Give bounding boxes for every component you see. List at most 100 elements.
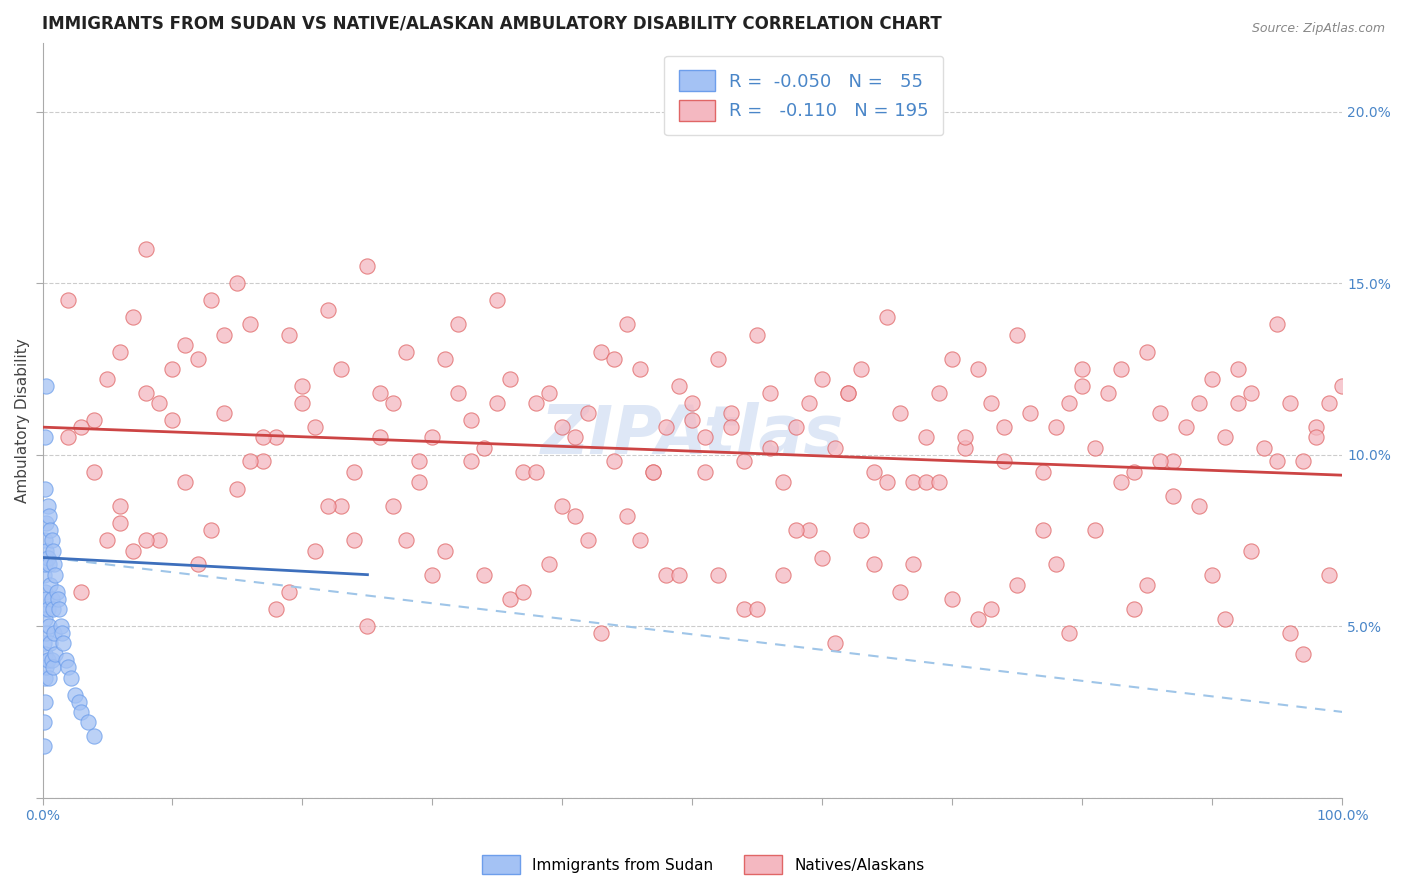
Point bbox=[915, 430, 938, 444]
Point bbox=[628, 361, 651, 376]
Point bbox=[278, 327, 301, 342]
Point bbox=[707, 351, 730, 366]
Point bbox=[70, 705, 93, 719]
Point bbox=[811, 372, 834, 386]
Point bbox=[1032, 523, 1054, 537]
Point bbox=[42, 543, 65, 558]
Point bbox=[603, 351, 626, 366]
Point bbox=[38, 509, 60, 524]
Text: ZIPAtlas: ZIPAtlas bbox=[541, 402, 844, 468]
Point bbox=[1071, 361, 1094, 376]
Point bbox=[49, 619, 72, 633]
Point bbox=[863, 558, 886, 572]
Point bbox=[330, 499, 353, 513]
Point bbox=[474, 567, 496, 582]
Point bbox=[187, 351, 209, 366]
Point bbox=[889, 406, 911, 420]
Point bbox=[695, 465, 717, 479]
Point bbox=[37, 499, 59, 513]
Point bbox=[408, 475, 430, 489]
Point bbox=[863, 465, 886, 479]
Point bbox=[42, 660, 65, 674]
Point bbox=[39, 578, 62, 592]
Point bbox=[1123, 465, 1146, 479]
Point bbox=[162, 413, 184, 427]
Point bbox=[655, 567, 678, 582]
Point bbox=[824, 441, 846, 455]
Point bbox=[551, 420, 574, 434]
Point bbox=[148, 533, 170, 548]
Point bbox=[122, 543, 145, 558]
Point bbox=[63, 688, 86, 702]
Point bbox=[551, 499, 574, 513]
Point bbox=[60, 671, 83, 685]
Point bbox=[1123, 602, 1146, 616]
Point bbox=[538, 385, 561, 400]
Point bbox=[460, 454, 482, 468]
Point bbox=[785, 420, 807, 434]
Point bbox=[174, 338, 197, 352]
Point bbox=[135, 533, 157, 548]
Point bbox=[1279, 626, 1302, 640]
Point bbox=[1213, 430, 1236, 444]
Point bbox=[591, 626, 613, 640]
Point bbox=[45, 584, 67, 599]
Text: IMMIGRANTS FROM SUDAN VS NATIVE/ALASKAN AMBULATORY DISABILITY CORRELATION CHART: IMMIGRANTS FROM SUDAN VS NATIVE/ALASKAN … bbox=[42, 15, 942, 33]
Point bbox=[32, 739, 55, 754]
Point bbox=[512, 465, 534, 479]
Point bbox=[824, 636, 846, 650]
Point bbox=[1292, 454, 1315, 468]
Point bbox=[1317, 396, 1340, 410]
Point bbox=[34, 558, 56, 572]
Point bbox=[955, 430, 977, 444]
Point bbox=[39, 523, 62, 537]
Point bbox=[759, 441, 782, 455]
Point bbox=[330, 361, 353, 376]
Point bbox=[370, 385, 392, 400]
Legend: R =  -0.050   N =   55, R =   -0.110   N = 195: R = -0.050 N = 55, R = -0.110 N = 195 bbox=[664, 55, 943, 136]
Point bbox=[1227, 361, 1250, 376]
Point bbox=[110, 499, 132, 513]
Point bbox=[681, 396, 703, 410]
Point bbox=[174, 475, 197, 489]
Point bbox=[34, 647, 56, 661]
Point bbox=[1305, 430, 1327, 444]
Point bbox=[486, 293, 509, 308]
Legend: Immigrants from Sudan, Natives/Alaskans: Immigrants from Sudan, Natives/Alaskans bbox=[475, 849, 931, 880]
Point bbox=[214, 406, 236, 420]
Point bbox=[538, 558, 561, 572]
Point bbox=[876, 310, 898, 325]
Point bbox=[422, 567, 444, 582]
Point bbox=[460, 413, 482, 427]
Point bbox=[1059, 626, 1081, 640]
Point bbox=[526, 465, 548, 479]
Point bbox=[37, 550, 59, 565]
Point bbox=[32, 715, 55, 730]
Point bbox=[41, 653, 63, 667]
Point bbox=[55, 653, 77, 667]
Point bbox=[48, 602, 70, 616]
Point bbox=[343, 533, 366, 548]
Point bbox=[915, 475, 938, 489]
Point bbox=[434, 351, 457, 366]
Point bbox=[447, 385, 470, 400]
Point bbox=[993, 454, 1015, 468]
Point bbox=[1161, 454, 1184, 468]
Point bbox=[34, 612, 56, 626]
Point bbox=[252, 454, 274, 468]
Point bbox=[44, 626, 66, 640]
Point bbox=[304, 543, 326, 558]
Point bbox=[110, 344, 132, 359]
Point bbox=[903, 558, 925, 572]
Point bbox=[34, 430, 56, 444]
Point bbox=[447, 317, 470, 331]
Point bbox=[668, 379, 690, 393]
Point bbox=[252, 430, 274, 444]
Point bbox=[967, 361, 990, 376]
Point bbox=[1111, 361, 1133, 376]
Point bbox=[1045, 420, 1067, 434]
Point bbox=[474, 441, 496, 455]
Point bbox=[967, 612, 990, 626]
Point bbox=[52, 636, 75, 650]
Point bbox=[239, 317, 262, 331]
